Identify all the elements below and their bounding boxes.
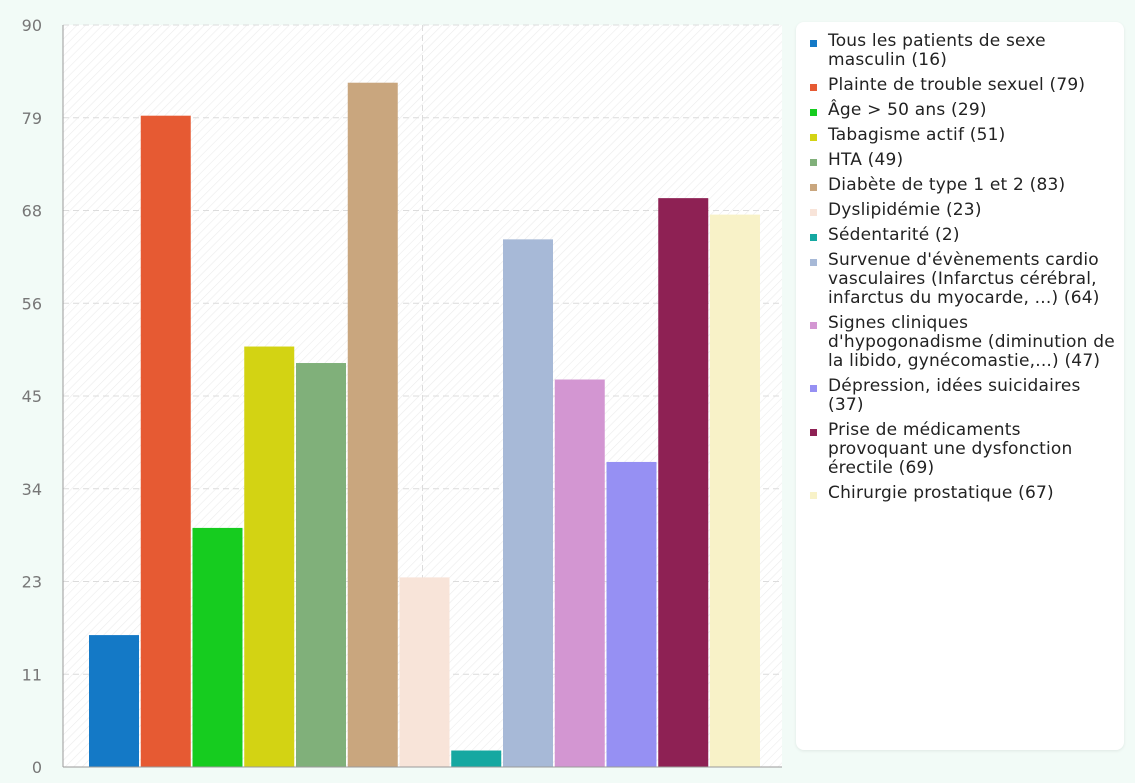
legend-label: Âge > 50 ans (29) [828,100,987,120]
y-tick-label: 90 [22,16,42,35]
legend-label: Tabagisme actif (51) [828,125,1006,145]
legend-item[interactable]: Survenue d'évènements cardio vasculaires… [810,251,1116,308]
bar[interactable] [503,239,553,767]
axes [62,25,782,768]
legend-label: HTA (49) [828,150,904,170]
legend-label: Dyslipidémie (23) [828,200,982,220]
legend-item[interactable]: Dyslipidémie (23) [810,201,1116,220]
y-tick-label: 79 [22,109,42,128]
legend-swatch [810,234,817,241]
legend-swatch [810,159,817,166]
legend-item[interactable]: HTA (49) [810,151,1116,170]
legend-swatch [810,385,817,392]
y-tick-labels: 0 11 23 34 45 56 68 79 90 [22,16,42,777]
legend-swatch [810,492,817,499]
legend-swatch [810,209,817,216]
bar[interactable] [192,527,243,767]
bar-chart: 0 11 23 34 45 56 68 79 90 [22,16,782,777]
legend-item[interactable]: Chirurgie prostatique (67) [810,484,1116,503]
bar[interactable] [296,363,346,767]
bar[interactable] [89,635,139,767]
legend-label: Prise de médicaments provoquant une dysf… [828,420,1073,478]
bar[interactable] [347,82,398,767]
legend-label: Signes cliniques d'hypogonadisme (diminu… [828,313,1115,371]
legend-item[interactable]: Tabagisme actif (51) [810,126,1116,145]
bar[interactable] [554,379,605,767]
y-tick-label: 11 [22,665,42,684]
legend-label: Chirurgie prostatique (67) [828,483,1054,503]
legend-swatch [810,109,817,116]
legend-item[interactable]: Diabète de type 1 et 2 (83) [810,176,1116,195]
y-tick-label: 56 [22,294,42,313]
y-tick-label: 68 [22,202,42,221]
legend-swatch [810,134,817,141]
bar[interactable] [244,346,295,767]
legend-swatch [810,259,817,266]
y-tick-label: 34 [22,480,42,499]
legend-label: Dépression, idées suicidaires (37) [828,376,1081,415]
bar[interactable] [710,214,760,768]
legend-label: Survenue d'évènements cardio vasculaires… [828,250,1100,308]
bar[interactable] [658,198,709,768]
legend-item[interactable]: Prise de médicaments provoquant une dysf… [810,421,1116,478]
y-tick-label: 23 [22,573,42,592]
legend-label: Diabète de type 1 et 2 (83) [828,175,1066,195]
y-tick-label: 45 [22,387,42,406]
bar[interactable] [451,750,502,767]
legend-swatch [810,184,817,191]
legend-item[interactable]: Tous les patients de sexe masculin (16) [810,32,1116,70]
gridlines [63,24,782,767]
legend-swatch [810,322,817,329]
legend-swatch [810,84,817,91]
legend-item[interactable]: Signes cliniques d'hypogonadisme (diminu… [810,314,1116,371]
legend-label: Plainte de trouble sexuel (79) [828,75,1086,95]
legend-swatch [810,40,817,47]
bar[interactable] [399,577,450,767]
bar[interactable] [606,461,657,767]
bar[interactable] [140,115,191,767]
legend-item[interactable]: Sédentarité (2) [810,226,1116,245]
bars [89,82,760,768]
legend-item[interactable]: Plainte de trouble sexuel (79) [810,76,1116,95]
y-tick-label: 0 [32,758,42,777]
legend-label: Tous les patients de sexe masculin (16) [828,31,1046,70]
legend-item[interactable]: Âge > 50 ans (29) [810,101,1116,120]
legend-item[interactable]: Dépression, idées suicidaires (37) [810,377,1116,415]
legend-swatch [810,429,817,436]
legend-label: Sédentarité (2) [828,225,960,245]
legend: Tous les patients de sexe masculin (16) P… [796,22,1124,750]
